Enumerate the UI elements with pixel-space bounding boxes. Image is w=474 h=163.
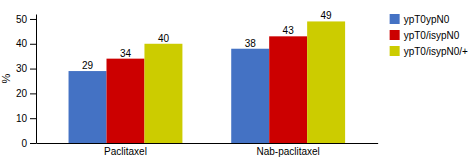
data-label: 43 bbox=[283, 25, 295, 36]
y-tick: 40 bbox=[16, 38, 36, 49]
legend-label: ypT0/isypN0 bbox=[404, 30, 460, 41]
data-label: 34 bbox=[120, 48, 132, 59]
bar-series bbox=[106, 36, 307, 143]
data-label: 29 bbox=[82, 60, 94, 71]
chart-svg: ypT0ypN0 ypT0/isypN0 ypT0/isypN0/+ 29 38 34 43… bbox=[0, 0, 474, 163]
data-label: 49 bbox=[321, 10, 333, 21]
y-tick-label: 50 bbox=[16, 14, 28, 25]
bar bbox=[106, 59, 144, 143]
bar-series bbox=[144, 21, 345, 143]
legend-swatch bbox=[390, 46, 400, 56]
bars bbox=[69, 21, 346, 143]
y-tick-mark bbox=[30, 19, 36, 20]
y-tick-label: 0 bbox=[21, 138, 27, 149]
y-tick-label: 10 bbox=[16, 113, 28, 124]
y-tick: 20 bbox=[16, 88, 36, 99]
x-tick: Paclitaxel bbox=[104, 146, 147, 157]
y-tick-label: 20 bbox=[16, 88, 28, 99]
y-axis-title: % bbox=[0, 73, 12, 83]
y-axis-line bbox=[36, 15, 37, 144]
legend-item: ypT0ypN0 bbox=[390, 14, 450, 25]
x-tick-label: Nab-paclitaxel bbox=[256, 146, 319, 157]
y-tick: 10 bbox=[16, 113, 36, 124]
y-tick-label: 40 bbox=[16, 38, 28, 49]
x-axis: Paclitaxel Nab-paclitaxel bbox=[37, 144, 379, 158]
y-tick-mark bbox=[30, 143, 36, 144]
y-tick-mark bbox=[30, 69, 36, 70]
bar bbox=[69, 71, 107, 143]
legend-item: ypT0/isypN0/+ bbox=[390, 46, 468, 57]
x-axis-line bbox=[37, 143, 379, 144]
bar bbox=[269, 36, 307, 143]
bar bbox=[144, 44, 182, 143]
y-axis: 0 10 20 30 40 50 bbox=[16, 14, 37, 149]
chart-container: ypT0ypN0 ypT0/isypN0 ypT0/isypN0/+ 29 38 34 43… bbox=[0, 0, 474, 163]
legend-label: ypT0/isypN0/+ bbox=[404, 46, 468, 57]
y-tick-mark bbox=[30, 118, 36, 119]
data-label: 38 bbox=[245, 38, 257, 49]
y-tick-mark bbox=[30, 44, 36, 45]
y-tick: 30 bbox=[16, 63, 36, 74]
legend-item: ypT0/isypN0 bbox=[390, 30, 460, 41]
y-tick: 50 bbox=[16, 14, 36, 25]
bar bbox=[231, 49, 269, 143]
y-tick-label: 30 bbox=[16, 63, 28, 74]
legend-swatch bbox=[390, 14, 400, 24]
bar bbox=[307, 21, 345, 143]
y-tick-mark bbox=[30, 93, 36, 94]
legend: ypT0ypN0 ypT0/isypN0 ypT0/isypN0/+ bbox=[390, 14, 468, 57]
data-labels: 29 38 34 43 40 49 bbox=[82, 10, 332, 71]
data-label: 40 bbox=[158, 33, 170, 44]
plot: 29 38 34 43 40 49 Paclitaxel Nab-paclitaxel 0 10 2… bbox=[0, 10, 378, 157]
legend-swatch bbox=[390, 30, 400, 40]
x-tick-label: Paclitaxel bbox=[104, 146, 147, 157]
legend-label: ypT0ypN0 bbox=[404, 14, 450, 25]
x-tick: Nab-paclitaxel bbox=[256, 146, 319, 157]
y-tick: 0 bbox=[21, 138, 36, 149]
